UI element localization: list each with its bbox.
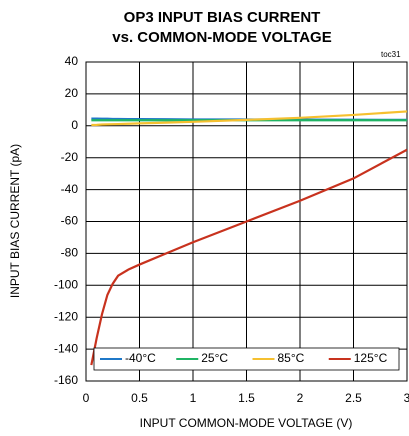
chart-title: OP3 INPUT BIAS CURRENT [124,9,321,26]
x-tick-label: 3 [404,391,409,405]
plot-area [90,110,407,366]
y-tick-label: -40 [61,182,79,196]
plot-frame [85,61,408,382]
y-tick-label: -100 [54,277,78,291]
x-tick-label: 0 [83,391,90,405]
y-tick-label: -60 [61,214,79,228]
y-tick-label: 0 [71,118,78,132]
x-tick-label: 0.5 [131,391,148,405]
legend-label: 25°C [201,351,228,365]
x-tick-label: 2 [297,391,304,405]
annotation: toc31 [381,50,401,59]
x-tick-label: 1.5 [238,391,255,405]
y-tick-label: 20 [65,86,79,100]
y-tick-label: 40 [65,54,79,68]
y-tick-label: -160 [54,373,78,387]
x-axis-label: INPUT COMMON-MODE VOLTAGE (V) [140,416,353,430]
legend-label: -40°C [125,351,156,365]
y-tick-label: -80 [61,246,79,260]
y-axis-label: INPUT BIAS CURRENT (pA) [8,144,22,298]
data-line [91,110,407,127]
chart-subtitle: vs. COMMON-MODE VOLTAGE [112,29,331,46]
legend-box [93,347,400,371]
legend-label: 125°C [354,351,388,365]
y-tick-label: -140 [54,341,78,355]
x-tick-label: 1 [190,391,197,405]
y-tick-label: -120 [54,309,78,323]
y-tick-label: -20 [61,150,79,164]
x-tick-label: 2.5 [345,391,362,405]
data-line [90,148,407,366]
legend-label: 85°C [278,351,305,365]
